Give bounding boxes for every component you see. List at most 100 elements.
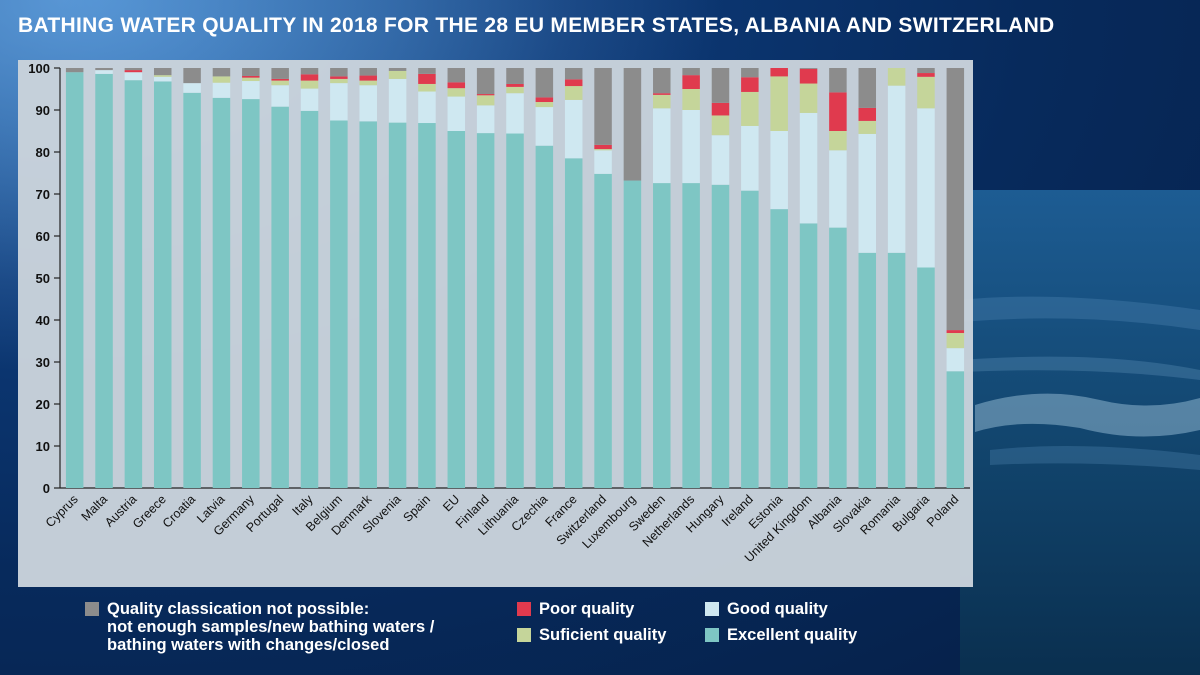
- bar-segment-excellent: [300, 110, 319, 488]
- bar-segment-excellent: [330, 120, 348, 488]
- bar-segment-good: [212, 82, 231, 98]
- bar-segment-poor: [799, 68, 818, 84]
- bar-segment-sufficient: [653, 94, 671, 109]
- bar-segment-not_possible: [300, 68, 319, 75]
- bar-segment-excellent: [447, 131, 466, 488]
- bar-segment-good: [242, 81, 260, 100]
- bar-segment-not_possible: [741, 68, 759, 78]
- bar-segment-poor: [829, 92, 847, 131]
- bar-segment-not_possible: [799, 68, 818, 69]
- bar-segment-not_possible: [330, 68, 348, 77]
- y-tick-label: 50: [36, 271, 50, 286]
- bar-segment-not_possible: [153, 68, 172, 76]
- bar-segment-poor: [917, 73, 935, 77]
- bar-segment-excellent: [359, 121, 377, 488]
- bar-segment-poor: [359, 75, 377, 81]
- legend-item-not-possible: Quality classication not possible: not e…: [85, 600, 505, 660]
- bar-segment-excellent: [95, 73, 113, 488]
- bar-segment-not_possible: [623, 68, 642, 181]
- bar-segment-excellent: [917, 267, 935, 488]
- legend-label-sufficient: Suficient quality: [539, 626, 667, 644]
- bar-segment-sufficient: [242, 77, 260, 82]
- bar-segment-excellent: [711, 184, 730, 488]
- legend-swatch-excellent: [705, 628, 719, 642]
- y-tick-label: 100: [28, 61, 50, 76]
- y-tick-label: 10: [36, 439, 50, 454]
- bar-segment-sufficient: [594, 149, 612, 151]
- bar-segment-excellent: [476, 133, 495, 488]
- bar-segment-poor: [447, 82, 466, 89]
- bar-segment-excellent: [653, 183, 671, 488]
- bar-segment-sufficient: [741, 91, 759, 126]
- bar-segment-poor: [330, 76, 348, 79]
- bar-segment-not_possible: [388, 68, 407, 71]
- legend-swatch-poor: [517, 602, 531, 616]
- bar-segment-excellent: [741, 190, 759, 488]
- bar-segment-sufficient: [829, 131, 847, 151]
- bar-segment-good: [476, 105, 495, 134]
- bar-segment-excellent: [242, 99, 260, 488]
- legend-item-sufficient: Suficient quality: [517, 626, 697, 646]
- stacked-bar-chart: 0102030405060708090100CyprusMaltaAustria…: [18, 60, 973, 587]
- bar-segment-not_possible: [124, 68, 143, 71]
- bar-segment-good: [153, 76, 172, 82]
- bar-segment-good: [447, 96, 466, 131]
- bar-segment-poor: [564, 79, 583, 87]
- bar-segment-poor: [506, 83, 524, 87]
- y-tick-label: 0: [43, 481, 50, 496]
- y-tick-label: 30: [36, 355, 50, 370]
- bar-segment-not_possible: [476, 68, 495, 95]
- bar-segment-good: [653, 108, 671, 184]
- bar-segment-not_possible: [653, 68, 671, 94]
- bar-segment-good: [711, 135, 730, 185]
- bar-segment-not_possible: [682, 68, 700, 76]
- y-tick-label: 20: [36, 397, 50, 412]
- bar-segment-not_possible: [858, 68, 877, 108]
- bar-segment-good: [124, 72, 143, 81]
- bar-segment-poor: [271, 78, 289, 81]
- y-tick-label: 40: [36, 313, 50, 328]
- legend-swatch-not-possible: [85, 602, 99, 616]
- bar-segment-good: [418, 91, 436, 124]
- bar-segment-sufficient: [447, 88, 466, 97]
- bar-segment-good: [359, 85, 377, 122]
- bar-segment-excellent: [153, 81, 172, 488]
- bar-segment-excellent: [829, 227, 847, 488]
- bar-segment-sufficient: [506, 86, 524, 94]
- bar-segment-excellent: [799, 223, 818, 488]
- bar-segment-excellent: [858, 252, 877, 488]
- bar-segment-good: [535, 107, 554, 146]
- bar-segment-poor: [682, 75, 700, 89]
- y-tick-label: 70: [36, 187, 50, 202]
- y-tick-label: 90: [36, 103, 50, 118]
- bar-segment-not_possible: [711, 68, 730, 103]
- bar-segment-sufficient: [682, 89, 700, 110]
- legend-item-excellent: Excellent quality: [705, 626, 895, 646]
- bar-segment-poor: [242, 75, 260, 78]
- bar-segment-good: [829, 150, 847, 228]
- bar-segment-good: [858, 133, 877, 253]
- bar-segment-good: [95, 70, 113, 74]
- bar-segment-good: [946, 348, 965, 372]
- bar-segment-excellent: [388, 122, 407, 488]
- legend-item-poor: Poor quality: [517, 600, 687, 620]
- bar-segment-sufficient: [887, 68, 906, 86]
- bar-segment-not_possible: [946, 68, 965, 331]
- bar-segment-not_possible: [829, 68, 847, 93]
- y-tick-label: 80: [36, 145, 50, 160]
- bar-segment-sufficient: [330, 78, 348, 84]
- bar-segment-good: [183, 83, 201, 93]
- bar-segment-good: [799, 112, 818, 224]
- bar-segment-not_possible: [359, 68, 377, 76]
- bar-segment-excellent: [564, 158, 583, 489]
- bar-segment-poor: [124, 70, 143, 73]
- bar-segment-not_possible: [917, 68, 935, 74]
- bar-segment-good: [770, 131, 788, 210]
- bar-segment-excellent: [594, 173, 612, 488]
- bar-segment-not_possible: [506, 68, 524, 84]
- bar-segment-poor: [594, 144, 612, 150]
- bar-segment-good: [300, 88, 319, 111]
- page-title: BATHING WATER QUALITY IN 2018 FOR THE 28…: [18, 14, 1055, 37]
- bar-segment-sufficient: [476, 95, 495, 106]
- bar-segment-excellent: [770, 209, 788, 488]
